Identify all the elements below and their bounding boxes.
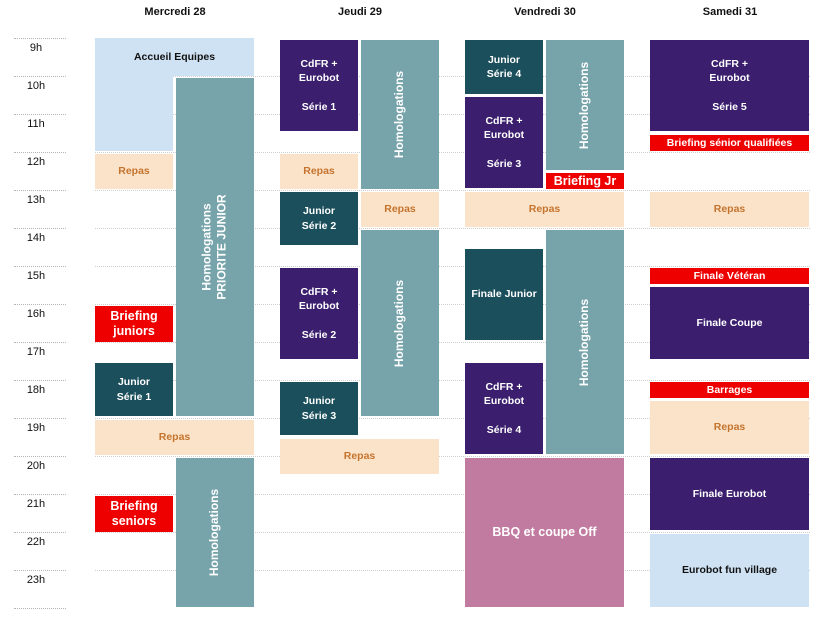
hour-label: 19h: [26, 422, 46, 434]
event-label: Homologations: [392, 279, 407, 367]
event-cdfr-eurobot-serie-2[interactable]: CdFR + Eurobot Série 2: [280, 268, 358, 359]
event-finale-junior[interactable]: Finale Junior: [465, 249, 543, 340]
event-eurobot-fun-village[interactable]: Eurobot fun village: [650, 534, 809, 607]
hour-label: 16h: [26, 308, 46, 320]
grid-line: [95, 380, 810, 381]
event-homologations-afternoon[interactable]: Homologations: [361, 230, 439, 416]
event-finale-coupe[interactable]: Finale Coupe: [650, 287, 809, 359]
day-header-friday: Vendredi 30: [514, 6, 576, 18]
grid-line: [95, 266, 810, 267]
event-repas-dinner[interactable]: Repas: [280, 439, 439, 474]
event-accueil-equipes[interactable]: Accueil Equipes: [95, 38, 254, 76]
event-cdfr-eurobot-serie-3[interactable]: CdFR + Eurobot Série 3: [465, 97, 543, 188]
hour-label: 22h: [26, 536, 46, 548]
hour-line: [14, 190, 66, 191]
event-junior-serie-2[interactable]: Junior Série 2: [280, 192, 358, 245]
event-repas-lunch[interactable]: Repas: [280, 154, 358, 189]
event-barrages[interactable]: Barrages: [650, 382, 809, 398]
event-briefing-senior-qualifiees[interactable]: Briefing sénior qualifiées: [650, 135, 809, 151]
event-junior-serie-1[interactable]: Junior Série 1: [95, 363, 173, 416]
event-label: Homologations: [392, 70, 407, 159]
grid-line: [95, 76, 810, 77]
hour-label: 20h: [26, 460, 46, 472]
hour-label: 10h: [26, 80, 46, 92]
event-finale-veteran[interactable]: Finale Vétéran: [650, 268, 809, 284]
event-briefing-juniors[interactable]: Briefing juniors: [95, 306, 173, 342]
event-repas-lunch[interactable]: Repas: [650, 192, 809, 227]
hour-line: [14, 532, 66, 533]
grid-line: [95, 494, 810, 495]
event-homologations-afternoon[interactable]: Homologations: [546, 230, 624, 454]
hour-label: 18h: [26, 384, 46, 396]
event-briefing-jr[interactable]: Briefing Jr: [546, 173, 624, 189]
hour-line: [14, 76, 66, 77]
event-junior-serie-4[interactable]: Junior Série 4: [465, 40, 543, 94]
day-header-saturday: Samedi 31: [702, 6, 758, 18]
event-repas-dinner[interactable]: Repas: [95, 420, 254, 455]
hour-line: [14, 380, 66, 381]
grid-line: [95, 532, 810, 533]
hour-label: 9h: [29, 42, 43, 54]
hour-label: 21h: [26, 498, 46, 510]
hour-line: [14, 608, 66, 609]
event-homologations-priorite-junior[interactable]: Homologations PRIORITE JUNIOR: [176, 78, 254, 416]
grid-line: [95, 304, 810, 305]
event-homologations-evening[interactable]: Homologations: [176, 458, 254, 607]
grid-line: [95, 418, 810, 419]
event-cdfr-eurobot-serie-1[interactable]: CdFR + Eurobot Série 1: [280, 40, 358, 131]
event-repas-lunch-2[interactable]: Repas: [361, 192, 439, 227]
event-label: Homologations PRIORITE JUNIOR: [200, 194, 230, 300]
hour-line: [14, 152, 66, 153]
hour-line: [14, 456, 66, 457]
hour-line: [14, 266, 66, 267]
hour-line: [14, 570, 66, 571]
grid-line: [95, 190, 810, 191]
hour-line: [14, 494, 66, 495]
event-briefing-seniors[interactable]: Briefing seniors: [95, 496, 173, 532]
hour-line: [14, 228, 66, 229]
event-finale-eurobot[interactable]: Finale Eurobot: [650, 458, 809, 530]
event-homologations-morning[interactable]: Homologations: [361, 40, 439, 189]
grid-line: [95, 342, 810, 343]
grid-line: [95, 456, 810, 457]
event-label: Homologations: [577, 61, 592, 149]
day-header-thursday: Jeudi 29: [337, 6, 383, 18]
hour-line: [14, 418, 66, 419]
hour-label: 17h: [26, 346, 46, 358]
hour-label: 11h: [27, 118, 45, 130]
hour-label: 12h: [26, 156, 46, 168]
hour-label: 14h: [26, 232, 46, 244]
event-repas-dinner[interactable]: Repas: [650, 401, 809, 454]
event-accueil-equipes-extension[interactable]: [95, 76, 173, 151]
event-junior-serie-3[interactable]: Junior Série 3: [280, 382, 358, 435]
day-header-wednesday: Mercredi 28: [144, 6, 206, 18]
hour-line: [14, 342, 66, 343]
event-repas-lunch[interactable]: Repas: [95, 154, 173, 189]
hour-label: 15h: [26, 270, 46, 282]
hour-line: [14, 38, 66, 39]
event-bbq-coupe-off[interactable]: BBQ et coupe Off: [465, 458, 624, 607]
event-homologations-morning[interactable]: Homologations: [546, 40, 624, 170]
hour-line: [14, 114, 66, 115]
grid-line: [95, 570, 810, 571]
grid-line: [95, 228, 810, 229]
event-label: Homologations: [207, 488, 222, 577]
grid-line: [95, 152, 810, 153]
event-cdfr-eurobot-serie-5[interactable]: CdFR + Eurobot Série 5: [650, 40, 809, 131]
grid-line: [95, 114, 810, 115]
event-label: Homologations: [577, 298, 592, 386]
hour-label: 13h: [26, 194, 46, 206]
hour-line: [14, 304, 66, 305]
event-repas-lunch[interactable]: Repas: [465, 192, 624, 227]
hour-label: 23h: [26, 574, 46, 586]
event-cdfr-eurobot-serie-4[interactable]: CdFR + Eurobot Série 4: [465, 363, 543, 454]
